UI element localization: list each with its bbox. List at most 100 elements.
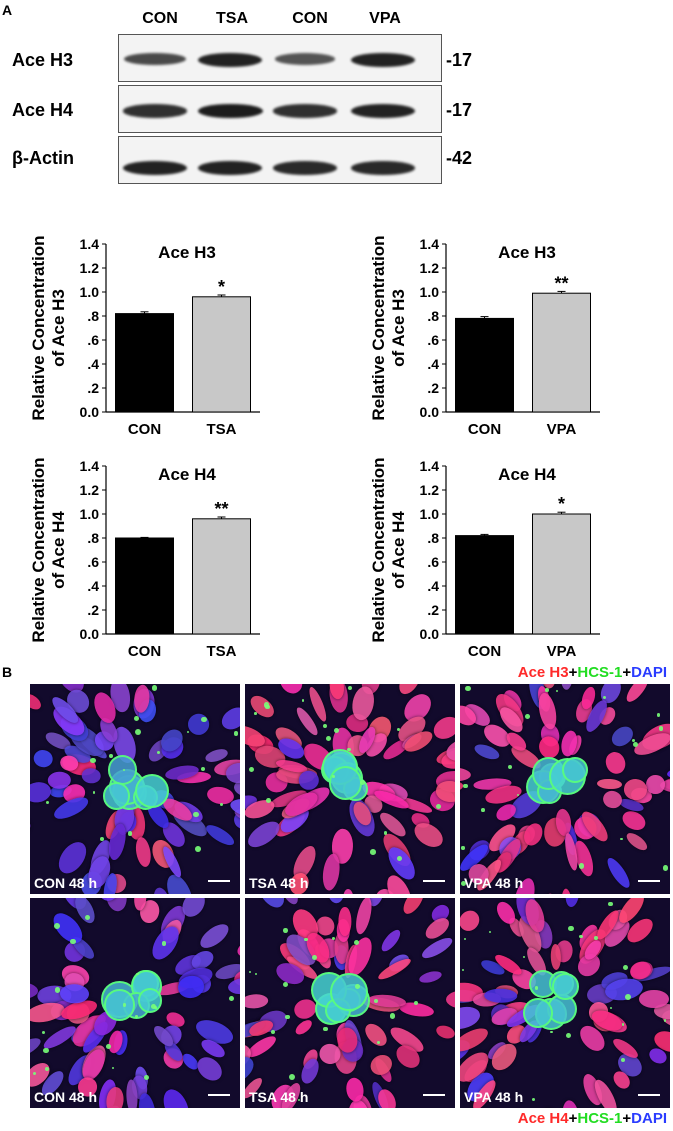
y-tick-label: 1.2 (420, 260, 440, 276)
speckle (578, 863, 585, 870)
bar-con (115, 313, 174, 413)
x-tick-label: CON (128, 643, 161, 660)
speckle (332, 775, 335, 778)
micrograph-label: TSA 48 h (249, 875, 309, 891)
speckle (201, 766, 206, 772)
y-axis-label: Relative Concentration (29, 235, 48, 420)
speckle (609, 1006, 612, 1009)
speckle (44, 1066, 49, 1072)
panel-b-letter: B (2, 664, 13, 680)
germ-cell (328, 766, 363, 800)
chart-title: Ace H3 (158, 243, 216, 262)
nucleus (623, 830, 650, 853)
nucleus (196, 919, 233, 953)
y-tick-label: .2 (87, 602, 99, 618)
bar-con (455, 535, 514, 635)
speckle (656, 713, 661, 717)
blot-row-label-ace-h4: Ace H4 (12, 100, 74, 120)
x-tick-label: CON (128, 421, 161, 438)
speckle (195, 845, 201, 852)
speckle (360, 779, 366, 786)
nucleus (158, 1085, 194, 1108)
speckle (265, 704, 270, 710)
significance-marker: * (558, 494, 565, 514)
speckle (620, 837, 623, 841)
y-tick-label: .4 (427, 578, 439, 594)
speckle (161, 941, 167, 946)
germ-cell (103, 989, 136, 1021)
speckle (460, 881, 466, 887)
nucleus (564, 898, 581, 908)
nucleus (378, 927, 404, 955)
nucleus (434, 1023, 455, 1041)
y-tick-label: .2 (427, 380, 439, 396)
speckle (568, 925, 574, 932)
speckle (283, 928, 288, 933)
nucleus (418, 968, 443, 985)
speckle (93, 791, 96, 794)
germ-cell (523, 997, 554, 1028)
y-tick-label: 0.0 (80, 404, 100, 420)
nucleus (646, 774, 666, 795)
bar-con (115, 537, 174, 635)
speckle (106, 1043, 111, 1049)
y-tick-label: .6 (427, 554, 439, 570)
y-tick-label: 1.0 (80, 284, 100, 300)
chart-ace-h4-vpa: Relative Concentration of Ace H4 0.0 .2 .4 .6… (369, 457, 600, 660)
scale-bar (423, 880, 445, 882)
speckle (663, 1019, 667, 1023)
y-tick-label: .6 (87, 332, 99, 348)
bar-tsa (192, 518, 251, 635)
speckle (516, 793, 519, 796)
x-tick-label: TSA (207, 421, 237, 438)
nucleus (218, 703, 240, 734)
speckle (122, 1003, 126, 1007)
speckle (532, 1098, 536, 1102)
speckle (334, 728, 339, 734)
y-tick-label: .6 (87, 554, 99, 570)
speckle (135, 1015, 139, 1019)
speckle (133, 715, 139, 721)
y-tick-label: 1.0 (420, 284, 440, 300)
blot-mw-beta-actin: -42 (446, 148, 473, 168)
blot-row-label-beta-actin: β-Actin (12, 148, 74, 168)
speckle (111, 1066, 115, 1069)
nucleus (297, 1056, 322, 1086)
speckle (555, 689, 559, 693)
y-tick-label: .8 (87, 530, 99, 546)
blot-col-header-3: CON (292, 10, 328, 27)
speckle (271, 1029, 276, 1034)
significance-marker: ** (214, 499, 228, 519)
chart-title: Ace H4 (158, 465, 216, 484)
legend-part: + (568, 664, 578, 681)
speckle (122, 768, 125, 771)
germ-cell (134, 773, 170, 809)
scale-bar (423, 1094, 445, 1096)
speckle (435, 803, 442, 810)
speckle (43, 1047, 49, 1054)
chart-ace-h3-vpa: Relative Concentration of Ace H3 0.0 .2 .4 .6… (369, 235, 600, 438)
speckle (89, 757, 96, 764)
speckle (624, 994, 631, 1000)
nucleus (235, 938, 240, 960)
y-axis-label: Relative Concentration (29, 457, 48, 642)
y-tick-label: 1.0 (80, 506, 100, 522)
speckle (156, 751, 160, 755)
micrograph-label: TSA 48 h (249, 1089, 309, 1105)
nucleus (253, 898, 290, 913)
speckle (33, 1071, 37, 1075)
blot-band (274, 53, 336, 65)
bar-tsa (192, 296, 251, 413)
micrograph-con-h3: CON 48 h (30, 684, 240, 894)
speckle (109, 753, 113, 758)
nucleus (607, 722, 637, 751)
blot-row-label-ace-h3: Ace H3 (12, 50, 74, 70)
germ-cell (102, 782, 130, 810)
y-tick-label: .6 (427, 332, 439, 348)
speckle (282, 982, 288, 988)
y-tick-label: 0.0 (420, 626, 440, 642)
x-tick-label: CON (468, 421, 501, 438)
nucleus (600, 788, 625, 811)
micrograph-label: CON 48 h (34, 1089, 98, 1105)
speckle (373, 998, 379, 1004)
